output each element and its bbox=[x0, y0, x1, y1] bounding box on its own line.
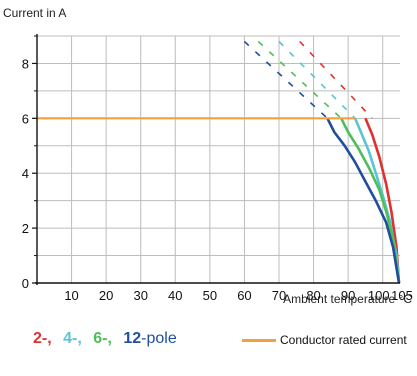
series-2-dashed bbox=[299, 40, 373, 119]
legend-6-pole: 6-, bbox=[93, 330, 112, 347]
legend-rated-swatch bbox=[242, 339, 276, 343]
y-tick-label-0: 0 bbox=[22, 276, 29, 291]
x-tick-label-70: 70 bbox=[272, 288, 286, 303]
legend-12-pole: 12 bbox=[123, 330, 142, 347]
x-tick-label-10: 10 bbox=[64, 288, 78, 303]
x-tick-label-20: 20 bbox=[99, 288, 113, 303]
grid bbox=[37, 35, 400, 283]
x-tick-label-90: 90 bbox=[341, 288, 355, 303]
derating-chart: Current in A 0 2 4 6 8 10 20 30 40 50 60 70 80 90 100 1… bbox=[3, 6, 413, 306]
x-tick-label-100: 100 bbox=[368, 288, 390, 303]
x-tick-label-60: 60 bbox=[237, 288, 251, 303]
x-tick-label-40: 40 bbox=[168, 288, 182, 303]
tick-labels: 0 2 4 6 8 10 20 30 40 50 60 70 80 90 100 105 bbox=[22, 56, 413, 303]
x-tick-label-50: 50 bbox=[203, 288, 217, 303]
axes bbox=[32, 34, 400, 285]
x-axis-label: Ambient temperature °C bbox=[283, 292, 412, 306]
series-4-dashed bbox=[278, 40, 356, 119]
y-axis-label: Current in A bbox=[3, 6, 66, 20]
pole-legend: 2-, 4-, 6-, 12-pole bbox=[33, 330, 177, 348]
y-tick-label-2: 2 bbox=[22, 221, 29, 236]
y-tick-label-8: 8 bbox=[22, 56, 29, 71]
y-tick-label-4: 4 bbox=[22, 166, 29, 181]
series-2-line bbox=[364, 117, 401, 284]
legend-rated-current: Conductor rated current bbox=[242, 333, 407, 347]
x-tick-label-80: 80 bbox=[306, 288, 320, 303]
legend-4-pole: 4-, bbox=[63, 330, 82, 347]
y-tick-label-6: 6 bbox=[22, 111, 29, 126]
x-tick-label-30: 30 bbox=[133, 288, 147, 303]
legend-rated-label: Conductor rated current bbox=[280, 333, 407, 347]
legend: 2-, 4-, 6-, 12-pole Conductor rated curr… bbox=[0, 324, 417, 364]
series-6-line bbox=[340, 117, 401, 284]
x-tick-label-105: 105 bbox=[391, 288, 413, 303]
legend-2-pole: 2-, bbox=[33, 330, 52, 347]
legend-pole-suffix: -pole bbox=[141, 330, 177, 347]
series-12-dashed bbox=[243, 40, 328, 119]
series-6-dashed bbox=[257, 40, 342, 119]
series-12-line bbox=[326, 117, 401, 284]
series-layer bbox=[37, 40, 401, 284]
